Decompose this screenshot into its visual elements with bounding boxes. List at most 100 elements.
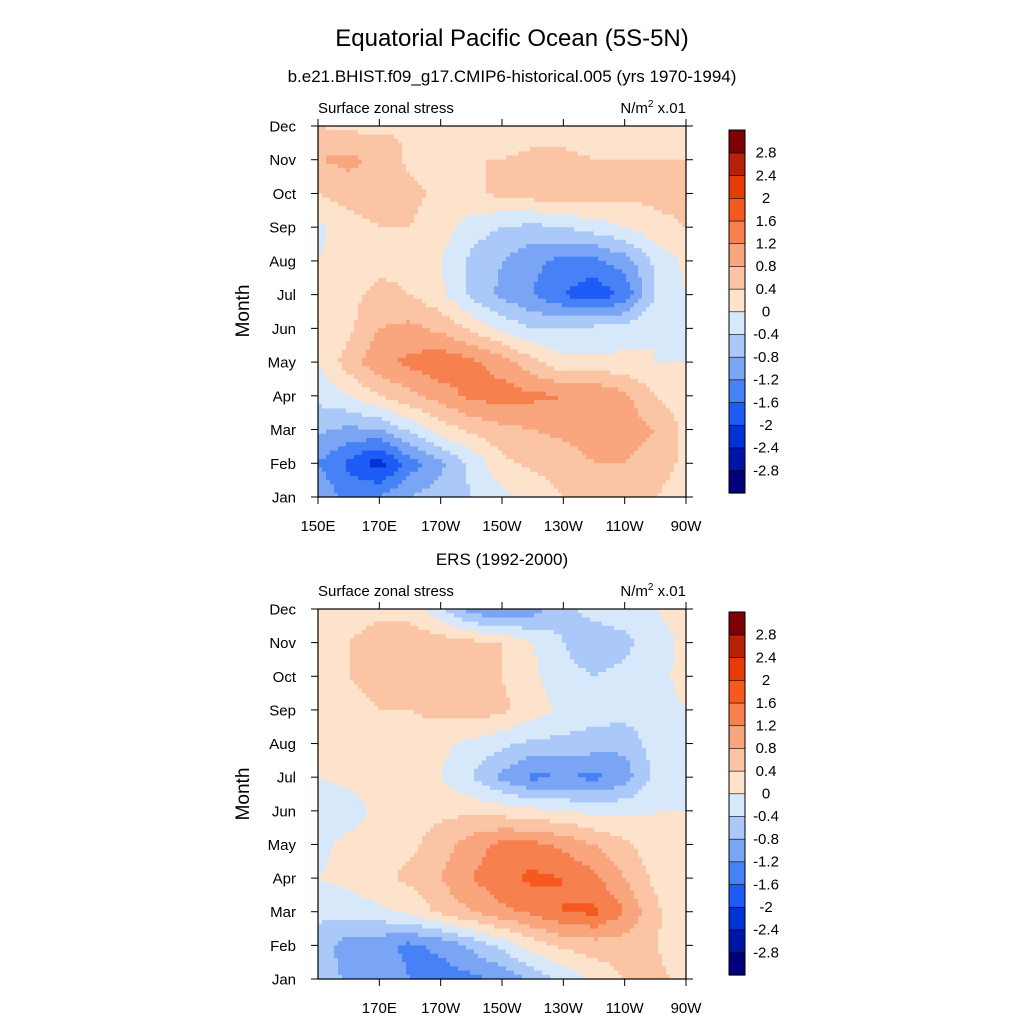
contour-cell — [494, 222, 499, 228]
contour-cell — [634, 256, 639, 262]
contour-cell — [486, 159, 491, 165]
contour-cell — [682, 328, 687, 334]
contour-cell — [394, 197, 399, 203]
contour-cell — [450, 235, 455, 241]
contour-cell — [654, 235, 659, 241]
contour-cell — [434, 319, 439, 325]
contour-cell — [638, 214, 643, 220]
contour-cell — [650, 180, 655, 186]
contour-cell — [534, 172, 539, 178]
contour-cell — [626, 197, 631, 203]
contour-cell — [570, 176, 575, 182]
contour-cell — [462, 185, 467, 190]
contour-cell — [434, 231, 439, 237]
contour-cell — [394, 349, 399, 355]
contour-cell — [402, 303, 407, 308]
contour-cell — [570, 248, 575, 254]
contour-cell — [618, 298, 623, 304]
contour-cell — [414, 185, 419, 190]
contour-cell — [578, 239, 583, 245]
contour-cell — [334, 281, 339, 287]
contour-cell — [350, 290, 355, 296]
contour-cell — [566, 248, 571, 254]
contour-cell — [670, 151, 675, 157]
contour-cell — [562, 214, 567, 220]
contour-cell — [674, 239, 679, 245]
contour-cell — [586, 235, 591, 241]
contour-cell — [506, 197, 511, 203]
contour-cell — [478, 147, 483, 152]
contour-cell — [330, 210, 335, 216]
contour-cell — [618, 286, 623, 292]
contour-cell — [326, 281, 331, 287]
contour-cell — [630, 273, 635, 279]
contour-cell — [390, 222, 395, 228]
contour-cell — [594, 349, 599, 355]
contour-cell — [406, 201, 411, 207]
contour-cell — [642, 201, 647, 207]
contour-cell — [458, 277, 463, 283]
contour-cell — [486, 227, 491, 232]
contour-cell — [638, 197, 643, 203]
contour-cell — [654, 142, 659, 148]
contour-cell — [402, 142, 407, 148]
contour-cell — [406, 345, 411, 351]
contour-cell — [498, 298, 503, 304]
contour-cell — [534, 185, 539, 190]
contour-cell — [682, 252, 687, 258]
contour-cell — [506, 201, 511, 207]
contour-cell — [594, 176, 599, 182]
contour-cell — [510, 315, 515, 321]
contour-cell — [614, 189, 619, 195]
contour-cell — [454, 163, 459, 169]
contour-cell — [658, 185, 663, 190]
contour-cell — [658, 252, 663, 258]
contour-cell — [422, 168, 427, 173]
contour-cell — [366, 231, 371, 237]
contour-cell — [322, 163, 327, 169]
contour-cell — [466, 256, 471, 262]
contour-cell — [506, 260, 511, 266]
contour-cell — [514, 176, 519, 182]
contour-cell — [398, 142, 403, 148]
contour-cell — [506, 319, 511, 325]
contour-cell — [522, 303, 527, 308]
contour-cell — [534, 341, 539, 346]
contour-cell — [646, 163, 651, 169]
contour-cell — [570, 319, 575, 325]
contour-cell — [550, 142, 555, 148]
contour-cell — [634, 206, 639, 211]
contour-cell — [554, 328, 559, 334]
contour-cell — [478, 298, 483, 304]
contour-cell — [466, 126, 471, 131]
contour-cell — [666, 307, 671, 313]
contour-cell — [458, 151, 463, 157]
contour-cell — [626, 345, 631, 351]
contour-cell — [510, 319, 515, 325]
contour-cell — [346, 218, 351, 224]
contour-cell — [366, 163, 371, 169]
contour-cell — [330, 231, 335, 237]
contour-cell — [534, 349, 539, 355]
contour-cell — [522, 281, 527, 287]
contour-cell — [438, 269, 443, 275]
contour-cell — [494, 260, 499, 266]
contour-cell — [598, 294, 603, 300]
contour-cell — [454, 239, 459, 245]
contour-cell — [606, 214, 611, 220]
contour-cell — [466, 142, 471, 148]
contour-cell — [490, 218, 495, 224]
contour-cell — [450, 180, 455, 186]
contour-cell — [326, 244, 331, 249]
contour-cell — [334, 185, 339, 190]
contour-cell — [566, 130, 571, 136]
contour-cell — [474, 328, 479, 334]
contour-cell — [390, 206, 395, 211]
contour-cell — [342, 332, 347, 338]
contour-cell — [502, 218, 507, 224]
contour-cell — [566, 256, 571, 262]
contour-cell — [398, 307, 403, 313]
contour-cell — [662, 126, 667, 131]
contour-cell — [486, 303, 491, 308]
contour-cell — [494, 206, 499, 211]
